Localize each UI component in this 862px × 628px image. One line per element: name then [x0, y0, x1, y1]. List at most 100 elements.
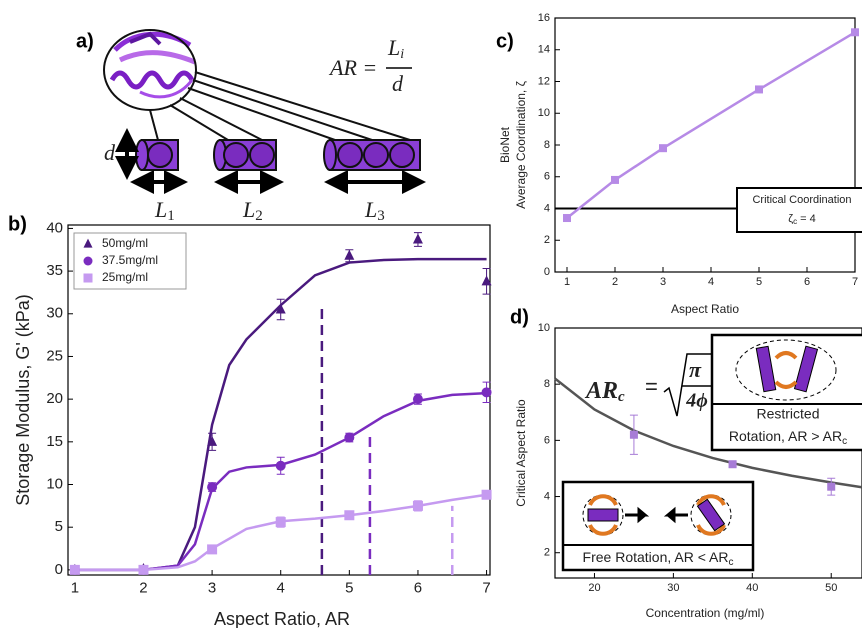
- marker: [413, 394, 423, 404]
- y-axis-label: Storage Modulus, G' (kPa): [13, 294, 33, 506]
- formula-den: 4ϕ: [685, 390, 708, 412]
- marker: [207, 482, 217, 492]
- formula-lhs: AR =: [328, 55, 377, 80]
- y-tick-label: 25: [46, 347, 63, 364]
- y-tick-label: 4: [544, 490, 550, 502]
- formula-eq: =: [645, 374, 658, 399]
- length-label: L3: [364, 197, 385, 224]
- annotation: Critical Coordination: [752, 194, 851, 206]
- x-tick-label: 2: [139, 579, 147, 596]
- y-tick-label: 40: [46, 219, 63, 236]
- x-axis-label: Aspect Ratio: [671, 302, 739, 316]
- marker: [84, 257, 93, 266]
- x-tick-label: 20: [588, 582, 600, 594]
- x-tick-label: 2: [612, 276, 618, 288]
- figure: a) d L1 L2 L3: [0, 0, 862, 628]
- y-tick-label: 8: [544, 139, 550, 151]
- panel-label: b): [8, 213, 27, 235]
- panel-label: a): [76, 30, 94, 52]
- x-tick-label: 4: [277, 579, 285, 596]
- x-tick-label: 6: [804, 276, 810, 288]
- marker: [276, 517, 286, 527]
- panel-label: c): [496, 30, 514, 52]
- formula-num: Li: [387, 35, 404, 62]
- marker: [630, 431, 638, 439]
- x-tick-label: 30: [667, 582, 679, 594]
- marker: [482, 490, 492, 500]
- x-tick-label: 4: [708, 276, 714, 288]
- y-tick-label: 10: [46, 475, 63, 492]
- y-tick-label: 2: [544, 234, 550, 246]
- y-tick-label: 8: [544, 378, 550, 390]
- marker: [729, 460, 737, 468]
- marker: [827, 483, 835, 491]
- y-tick-label: 10: [538, 322, 550, 334]
- marker: [207, 544, 217, 554]
- panel-a: a) d L1 L2 L3: [76, 30, 420, 224]
- y-tick-label: 5: [55, 518, 63, 535]
- y-tick-label: 14: [538, 44, 550, 56]
- legend-label: 25mg/ml: [102, 270, 148, 284]
- fit-line: [75, 495, 487, 570]
- marker: [138, 565, 148, 575]
- y-axis-label: Average Coordination, ζ: [514, 80, 528, 209]
- y-tick-label: 15: [46, 433, 63, 450]
- marker: [755, 85, 763, 93]
- protein: [112, 34, 195, 97]
- x-tick-label: 40: [746, 582, 758, 594]
- marker: [413, 234, 423, 244]
- x-axis-label: Concentration (mg/ml): [646, 606, 765, 620]
- marker: [482, 387, 492, 397]
- marker: [344, 250, 354, 260]
- marker: [413, 501, 423, 511]
- y-tick-label: 16: [538, 12, 550, 24]
- y-tick-label: 6: [544, 171, 550, 183]
- marker: [84, 274, 93, 283]
- y-tick-label: 0: [544, 266, 550, 278]
- y-tick-label: 12: [538, 75, 550, 87]
- x-tick-label: 1: [71, 579, 79, 596]
- x-tick-label: 1: [564, 276, 570, 288]
- formula-lhs: ARc: [584, 378, 625, 406]
- y-axis-label: BioNet: [498, 126, 512, 163]
- marker: [659, 144, 667, 152]
- marker: [611, 176, 619, 184]
- y-tick-label: 4: [544, 202, 550, 214]
- legend-label: 37.5mg/ml: [102, 253, 158, 267]
- y-tick-label: 6: [544, 434, 550, 446]
- marker: [563, 214, 571, 222]
- y-tick-label: 10: [538, 107, 550, 119]
- legend-label: 50mg/ml: [102, 236, 148, 250]
- x-tick-label: 3: [660, 276, 666, 288]
- annotation: ζc = 4: [788, 213, 816, 226]
- marker: [851, 28, 859, 36]
- marker: [344, 433, 354, 443]
- x-tick-label: 50: [825, 582, 837, 594]
- y-axis-label: Critical Aspect Ratio: [514, 399, 528, 507]
- x-axis-label: Aspect Ratio, AR: [214, 609, 350, 628]
- protein-outline: [104, 30, 196, 110]
- cylinders: [136, 140, 420, 170]
- y-tick-label: 0: [55, 561, 63, 578]
- x-tick-label: 5: [345, 579, 353, 596]
- x-tick-label: 3: [208, 579, 216, 596]
- panel-label: d): [510, 306, 529, 328]
- formula-num: π: [689, 357, 702, 382]
- marker: [70, 565, 80, 575]
- length-label: L1: [154, 197, 175, 224]
- y-tick-label: 20: [46, 390, 63, 407]
- restricted-inset: Restricted Rotation, AR > ARc: [712, 335, 862, 450]
- free-inset: Free Rotation, AR < ARc: [563, 482, 753, 570]
- y-tick-label: 30: [46, 305, 63, 322]
- length-label: L2: [242, 197, 263, 224]
- x-tick-label: 5: [756, 276, 762, 288]
- inset-text: Restricted: [756, 406, 819, 422]
- x-tick-label: 7: [482, 579, 490, 596]
- x-tick-label: 7: [852, 276, 858, 288]
- marker: [276, 461, 286, 471]
- d-label: d: [104, 140, 116, 165]
- y-tick-label: 2: [544, 547, 550, 559]
- x-tick-label: 6: [414, 579, 422, 596]
- plot-frame: [555, 18, 855, 272]
- fit-line: [75, 393, 487, 570]
